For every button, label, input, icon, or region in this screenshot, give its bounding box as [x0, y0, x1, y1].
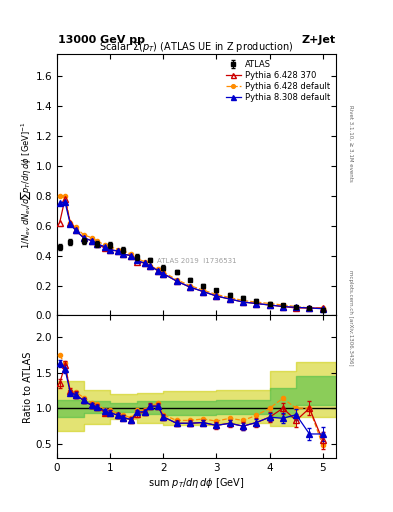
- Text: ATLAS 2019  I1736531: ATLAS 2019 I1736531: [157, 258, 236, 264]
- Text: Z+Jet: Z+Jet: [301, 35, 335, 45]
- Text: mcplots.cern.ch [arXiv:1306.3436]: mcplots.cern.ch [arXiv:1306.3436]: [349, 270, 353, 365]
- Text: Rivet 3.1.10, ≥ 3.1M events: Rivet 3.1.10, ≥ 3.1M events: [349, 105, 353, 182]
- Title: Scalar $\Sigma(p_T)$ (ATLAS UE in Z production): Scalar $\Sigma(p_T)$ (ATLAS UE in Z prod…: [99, 39, 294, 54]
- Text: 13000 GeV pp: 13000 GeV pp: [58, 35, 145, 45]
- Legend: ATLAS, Pythia 6.428 370, Pythia 6.428 default, Pythia 8.308 default: ATLAS, Pythia 6.428 370, Pythia 6.428 de…: [224, 58, 332, 103]
- Y-axis label: $1/N_{ev}\;dN_{ev}/d\!\sum\!p_T/d\eta\,d\phi$ [GeV]$^{-1}$: $1/N_{ev}\;dN_{ev}/d\!\sum\!p_T/d\eta\,d…: [18, 121, 33, 248]
- X-axis label: sum $p_T/d\eta\,d\phi$ [GeV]: sum $p_T/d\eta\,d\phi$ [GeV]: [148, 476, 245, 490]
- Y-axis label: Ratio to ATLAS: Ratio to ATLAS: [23, 351, 33, 422]
